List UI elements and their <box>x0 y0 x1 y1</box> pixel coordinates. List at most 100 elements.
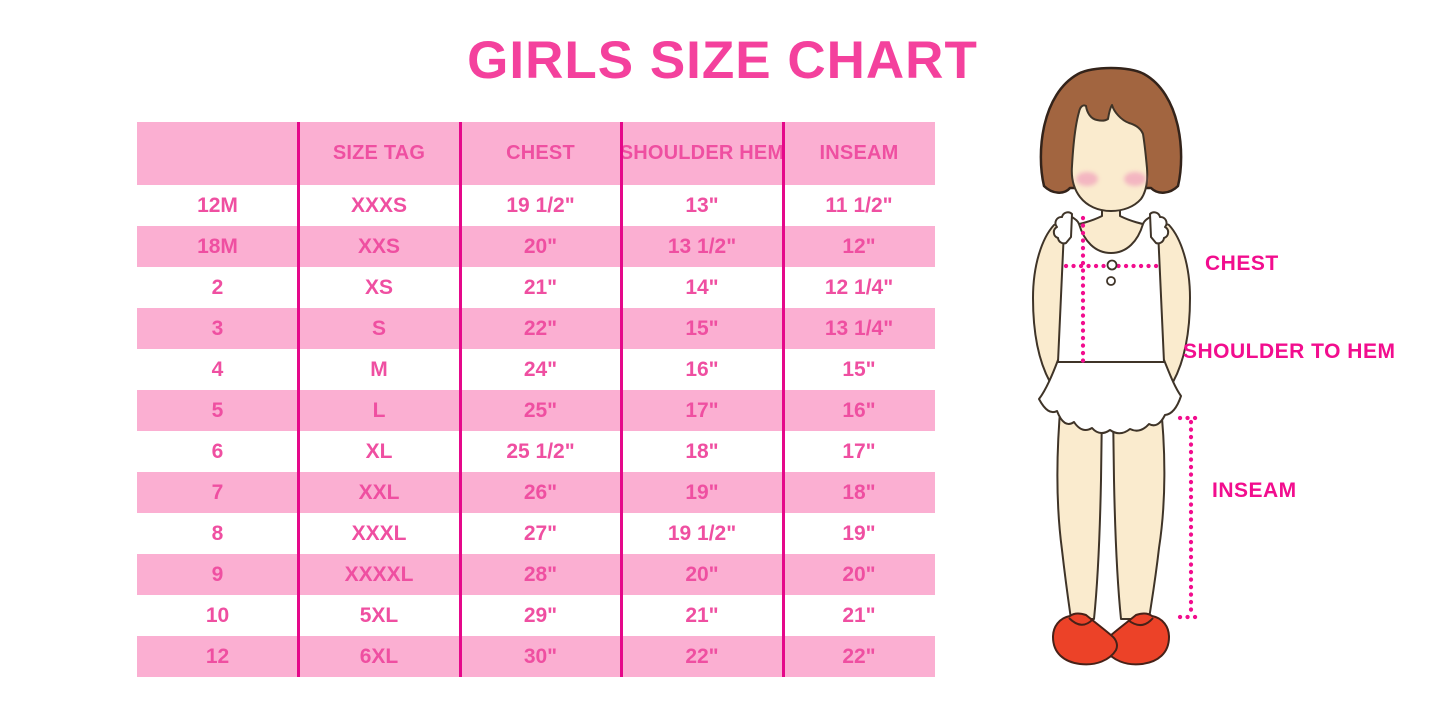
table-cell: 3 <box>211 316 224 340</box>
table-cell: 10 <box>205 603 230 627</box>
table-row: 6 XL 25 1/2" 18" 17" <box>137 431 935 472</box>
table-cell: 27" <box>523 521 558 545</box>
table-row: 3 S 22" 15" 13 1/4" <box>137 308 935 349</box>
table-cell: 24" <box>523 357 558 381</box>
table-row: 10 5XL 29" 21" 21" <box>137 595 935 636</box>
table-row: 4 M 24" 16" 15" <box>137 349 935 390</box>
table-cell: 20" <box>685 562 719 586</box>
table-cell: XXXL <box>351 521 407 545</box>
header-cell: SIZE TAG <box>332 142 426 164</box>
inseam-label: INSEAM <box>1212 479 1297 502</box>
table-cell: L <box>372 398 386 422</box>
table-cell: S <box>371 316 386 340</box>
table-row: 12 6XL 30" 22" 22" <box>137 636 935 677</box>
table-cell: 18M <box>197 234 238 258</box>
table-cell: 19" <box>685 480 719 504</box>
girl-right-arm <box>1157 223 1191 389</box>
girl-left-arm <box>1032 223 1066 389</box>
table-row: 12M XXXS 19 1/2" 13" 11 1/2" <box>137 185 935 226</box>
girl-right-frill <box>1149 211 1170 245</box>
table-cell: XXXS <box>350 193 408 217</box>
column-divider <box>459 122 462 677</box>
table-cell: 12" <box>842 234 876 258</box>
table-cell: XXL <box>358 480 400 504</box>
table-row: 5 L 25" 17" 16" <box>137 390 935 431</box>
table-cell: 29" <box>523 603 558 627</box>
header-cell: INSEAM <box>819 142 899 164</box>
table-cell: 16" <box>842 398 876 422</box>
table-cell: M <box>370 357 388 381</box>
table-row: 18M XXS 20" 13 1/2" 12" <box>137 226 935 267</box>
table-cell: 18" <box>685 439 719 463</box>
table-cell: 19 1/2" <box>667 521 737 545</box>
table-cell: 21" <box>842 603 876 627</box>
girl-left-leg <box>1056 399 1103 620</box>
girl-top <box>1057 215 1165 363</box>
table-cell: XL <box>365 439 393 463</box>
table-cell: 20" <box>523 234 558 258</box>
girl-right-shoe-strap <box>1127 617 1154 626</box>
table-cell: 9 <box>211 562 224 586</box>
column-divider <box>782 122 785 677</box>
girl-skirt <box>1038 359 1182 435</box>
table-cell: 5XL <box>359 603 399 627</box>
page-title: GIRLS SIZE CHART <box>467 31 978 90</box>
girl-left-frill <box>1052 211 1073 245</box>
table-row: 7 XXL 26" 19" 18" <box>137 472 935 513</box>
table-cell: 4 <box>211 357 224 381</box>
table-cell: 22" <box>523 316 558 340</box>
column-divider <box>297 122 300 677</box>
table-cell: 13" <box>685 193 719 217</box>
girl-right-shoe <box>1104 612 1170 666</box>
table-cell: 20" <box>842 562 876 586</box>
table-cell: 17" <box>685 398 719 422</box>
chest-label: CHEST <box>1205 252 1279 275</box>
table-cell: 25 1/2" <box>506 439 575 463</box>
table-cell: XS <box>364 275 393 299</box>
girl-right-blush <box>1124 172 1146 186</box>
girl-left-shoe <box>1052 612 1118 666</box>
girl-illustration-svg <box>1032 66 1201 666</box>
table-cell: 17" <box>842 439 876 463</box>
table-cell: 19" <box>842 521 876 545</box>
girl-top-button-2 <box>1106 276 1116 286</box>
table-cell: 13 1/2" <box>667 234 737 258</box>
table-cell: 21" <box>523 275 558 299</box>
girl-left-blush <box>1076 172 1098 186</box>
table-cell: 28" <box>523 562 558 586</box>
table-cell: 19 1/2" <box>506 193 575 217</box>
table-cell: 22" <box>842 644 876 668</box>
table-row: 9 XXXXL 28" 20" 20" <box>137 554 935 595</box>
table-row: 8 XXXL 27" 19 1/2" 19" <box>137 513 935 554</box>
shoulder-to-hem-label: SHOULDER TO HEM <box>1183 340 1396 363</box>
size-table: SIZE TAG CHEST SHOULDER HEM INSEAM 12 M XXXS 19… <box>137 122 935 677</box>
table-cell: 6 <box>211 439 224 463</box>
girl-left-shoe-strap <box>1068 617 1094 626</box>
table-cell: 12 <box>205 644 230 668</box>
table-cell: 26" <box>523 480 558 504</box>
header-cell: CHEST <box>506 142 575 164</box>
girl-face <box>1070 104 1149 212</box>
table-cell: 13 1/4" <box>824 316 894 340</box>
girl-neck <box>1061 205 1161 261</box>
table-cell: 14" <box>685 275 719 299</box>
header-cell: SHOULDER HEM <box>619 142 785 164</box>
table-cell: 7 <box>211 480 224 504</box>
table-cell: 6XL <box>359 644 399 668</box>
header-cell <box>137 122 298 185</box>
table-cell: 11 1/2" <box>825 193 893 217</box>
header-row: SIZE TAG CHEST SHOULDER HEM INSEAM <box>137 122 935 185</box>
table-cell: 18" <box>842 480 876 504</box>
column-divider <box>620 122 623 677</box>
table-row: 2 XS 21" 14" 12 1/4" <box>137 267 935 308</box>
table-cell: 5 <box>211 398 224 422</box>
girl-top-button-1 <box>1106 259 1118 271</box>
table-cell: 8 <box>211 521 224 545</box>
table-cell: 15" <box>842 357 876 381</box>
girl-right-leg <box>1112 397 1166 620</box>
table-cell: 30" <box>523 644 558 668</box>
table-cell: 16" <box>685 357 719 381</box>
table-cell: 21" <box>685 603 719 627</box>
table-cell: 15" <box>685 316 719 340</box>
table-cell: 25" <box>523 398 558 422</box>
